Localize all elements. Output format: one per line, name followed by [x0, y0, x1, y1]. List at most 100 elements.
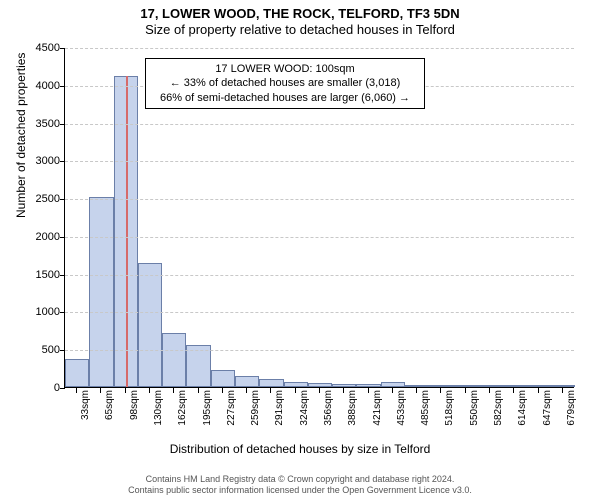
xtick-mark: [270, 388, 271, 393]
ytick-mark: [60, 48, 65, 49]
bar: [332, 384, 356, 387]
xtick-label: 65sqm: [104, 390, 115, 420]
ytick-mark: [60, 312, 65, 313]
xtick-label: 195sqm: [202, 390, 213, 426]
xtick-mark: [465, 388, 466, 393]
xtick-label: 679sqm: [566, 390, 577, 426]
bar: [454, 385, 478, 387]
x-axis-label: Distribution of detached houses by size …: [0, 442, 600, 456]
ytick-mark: [60, 124, 65, 125]
gridline: [65, 124, 574, 125]
bar: [356, 384, 380, 387]
xtick-mark: [440, 388, 441, 393]
footer-line2: Contains public sector information licen…: [0, 485, 600, 496]
title-line1: 17, LOWER WOOD, THE ROCK, TELFORD, TF3 5…: [0, 6, 600, 21]
xtick-label: 227sqm: [226, 390, 237, 426]
ytick-mark: [60, 199, 65, 200]
bar: [235, 376, 259, 387]
xtick-mark: [416, 388, 417, 393]
chart-area: 05001000150020002500300035004000450017 L…: [64, 48, 574, 418]
xtick-label: 291sqm: [274, 390, 285, 426]
xtick-mark: [173, 388, 174, 393]
xtick-mark: [222, 388, 223, 393]
infobox-line2: ← 33% of detached houses are smaller (3,…: [152, 76, 418, 90]
chart-title-block: 17, LOWER WOOD, THE ROCK, TELFORD, TF3 5…: [0, 0, 600, 37]
ytick-label: 2000: [36, 231, 60, 243]
xtick-label: 518sqm: [444, 390, 455, 426]
ytick-label: 4000: [36, 80, 60, 92]
xtick-mark: [392, 388, 393, 393]
xtick-mark: [489, 388, 490, 393]
bar: [551, 385, 575, 387]
xtick-mark: [198, 388, 199, 393]
xtick-mark: [125, 388, 126, 393]
bar: [65, 359, 89, 387]
gridline: [65, 161, 574, 162]
ytick-mark: [60, 350, 65, 351]
bar: [162, 333, 186, 387]
ytick-mark: [60, 86, 65, 87]
xtick-mark: [538, 388, 539, 393]
xtick-label: 356sqm: [323, 390, 334, 426]
xtick-mark: [319, 388, 320, 393]
info-annotation-box: 17 LOWER WOOD: 100sqm← 33% of detached h…: [145, 58, 425, 109]
gridline: [65, 312, 574, 313]
title-line2: Size of property relative to detached ho…: [0, 22, 600, 37]
xtick-label: 614sqm: [517, 390, 528, 426]
xtick-mark: [149, 388, 150, 393]
bar: [429, 385, 453, 387]
xtick-label: 388sqm: [347, 390, 358, 426]
bar: [259, 379, 283, 387]
ytick-label: 1500: [36, 269, 60, 281]
bar: [186, 345, 210, 387]
ytick-label: 3000: [36, 155, 60, 167]
xtick-label: 33sqm: [80, 390, 91, 420]
xtick-label: 647sqm: [542, 390, 553, 426]
xtick-label: 582sqm: [493, 390, 504, 426]
xtick-mark: [76, 388, 77, 393]
property-marker-line: [126, 76, 128, 387]
bar: [526, 385, 550, 387]
footer-attribution: Contains HM Land Registry data © Crown c…: [0, 474, 600, 496]
ytick-label: 3500: [36, 118, 60, 130]
xtick-label: 421sqm: [372, 390, 383, 426]
gridline: [65, 275, 574, 276]
ytick-label: 0: [54, 382, 60, 394]
ytick-mark: [60, 388, 65, 389]
ytick-label: 2500: [36, 193, 60, 205]
ytick-mark: [60, 237, 65, 238]
xtick-mark: [513, 388, 514, 393]
bar: [478, 385, 502, 387]
gridline: [65, 350, 574, 351]
xtick-label: 98sqm: [129, 390, 140, 420]
bar: [89, 197, 113, 387]
infobox-line3: 66% of semi-detached houses are larger (…: [152, 91, 418, 105]
gridline: [65, 237, 574, 238]
footer-line1: Contains HM Land Registry data © Crown c…: [0, 474, 600, 485]
xtick-mark: [562, 388, 563, 393]
gridline: [65, 48, 574, 49]
xtick-label: 324sqm: [299, 390, 310, 426]
xtick-label: 259sqm: [250, 390, 261, 426]
gridline: [65, 199, 574, 200]
xtick-label: 130sqm: [153, 390, 164, 426]
bar: [284, 382, 308, 387]
ytick-mark: [60, 161, 65, 162]
bar: [138, 263, 162, 387]
ytick-label: 500: [42, 344, 60, 356]
bar: [211, 370, 235, 387]
infobox-line1: 17 LOWER WOOD: 100sqm: [152, 62, 418, 76]
xtick-label: 162sqm: [177, 390, 188, 426]
ytick-label: 4500: [36, 42, 60, 54]
bar: [502, 385, 526, 387]
y-axis-label: Number of detached properties: [14, 53, 28, 218]
ytick-mark: [60, 275, 65, 276]
plot-area: 05001000150020002500300035004000450017 L…: [64, 48, 574, 388]
bar: [405, 385, 429, 387]
xtick-mark: [368, 388, 369, 393]
xtick-mark: [246, 388, 247, 393]
xtick-label: 453sqm: [396, 390, 407, 426]
bar: [381, 382, 405, 387]
xtick-label: 485sqm: [420, 390, 431, 426]
xtick-mark: [100, 388, 101, 393]
